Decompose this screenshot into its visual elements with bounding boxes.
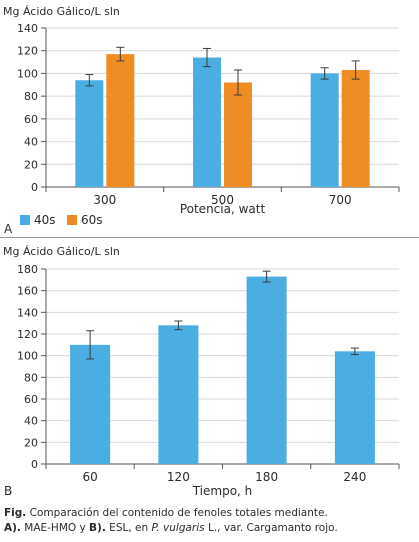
bar	[106, 54, 135, 187]
x-tick-label: 60	[82, 470, 97, 484]
y-axis-label: Mg Ácido Gálico/L sln	[3, 5, 120, 18]
x-axis-label: Potencia, watt	[180, 202, 266, 216]
y-tick-label: 0	[31, 181, 38, 194]
y-tick-label: 20	[24, 436, 38, 449]
caption-text-2a: MAE-HMO y	[20, 522, 90, 534]
y-tick-label: 60	[24, 393, 38, 406]
y-tick-label: 80	[24, 90, 38, 103]
caption-text-2b: ESL, en	[105, 522, 152, 534]
chart-panel-b: Mg Ácido Gálico/L sln 0 20 40 60 80 100 120 140 1…	[0, 238, 419, 500]
y-tick-label: 80	[24, 371, 38, 384]
bar	[341, 70, 370, 187]
y-tick-label: 100	[17, 67, 38, 80]
y-tick-label: 20	[24, 158, 38, 171]
y-tick-label: 100	[17, 350, 38, 363]
bar	[246, 276, 287, 464]
bar	[75, 80, 104, 187]
caption-a-label: A).	[4, 522, 21, 534]
y-axis-label: Mg Ácido Gálico/L sln	[3, 245, 120, 258]
chart-a-svg: Mg Ácido Gálico/L sln 0 20 40 60 80 100 120 140 3…	[3, 5, 400, 236]
bar	[334, 351, 375, 464]
x-tick-label: 300	[93, 193, 116, 207]
y-tick-label: 40	[24, 415, 38, 428]
caption-line-2: A). MAE-HMO y B). ESL, en P. vulgaris L.…	[4, 521, 416, 536]
x-tick-label: 120	[167, 470, 190, 484]
caption-text-1: Comparación del contenido de fenoles tot…	[26, 507, 328, 519]
panel-label: A	[4, 222, 13, 236]
y-tick-label: 180	[17, 263, 38, 276]
caption-fig-label: Fig.	[4, 507, 27, 519]
y-tick-label: 160	[17, 285, 38, 298]
legend-label: 40s	[34, 213, 56, 227]
x-tick-label: 500	[211, 193, 234, 207]
bar	[310, 73, 339, 187]
legend-swatch	[67, 215, 77, 225]
x-axis-label: Tiempo, h	[192, 484, 253, 498]
caption-line-1: Fig. Comparación del contenido de fenole…	[4, 506, 416, 521]
y-tick-label: 120	[17, 45, 38, 58]
x-tick-label: 180	[255, 470, 278, 484]
chart-b-svg: Mg Ácido Gálico/L sln 0 20 40 60 80 100 120 140 1…	[3, 245, 400, 498]
panel-divider	[0, 237, 419, 238]
chart-panel-a: Mg Ácido Gálico/L sln 0 20 40 60 80 100 120 140 3…	[0, 0, 419, 237]
y-tick-label: 120	[17, 328, 38, 341]
bar	[158, 325, 199, 464]
bar	[224, 82, 252, 187]
bar	[193, 57, 221, 188]
panel-label: B	[4, 484, 12, 498]
y-tick-label: 40	[24, 136, 38, 149]
legend-label: 60s	[81, 213, 103, 227]
caption-text-2c: L., var. Cargamanto rojo.	[204, 522, 338, 534]
caption-species: P. vulgaris	[151, 522, 205, 534]
y-tick-label: 140	[17, 22, 38, 35]
caption-b-label: B).	[89, 522, 106, 534]
bar	[70, 344, 111, 464]
x-tick-label: 240	[343, 470, 366, 484]
figure-caption: Fig. Comparación del contenido de fenole…	[4, 506, 416, 536]
legend-swatch	[20, 215, 30, 225]
y-tick-label: 0	[31, 458, 38, 471]
y-tick-label: 60	[24, 113, 38, 126]
x-tick-label: 700	[329, 193, 352, 207]
y-tick-label: 140	[17, 306, 38, 319]
